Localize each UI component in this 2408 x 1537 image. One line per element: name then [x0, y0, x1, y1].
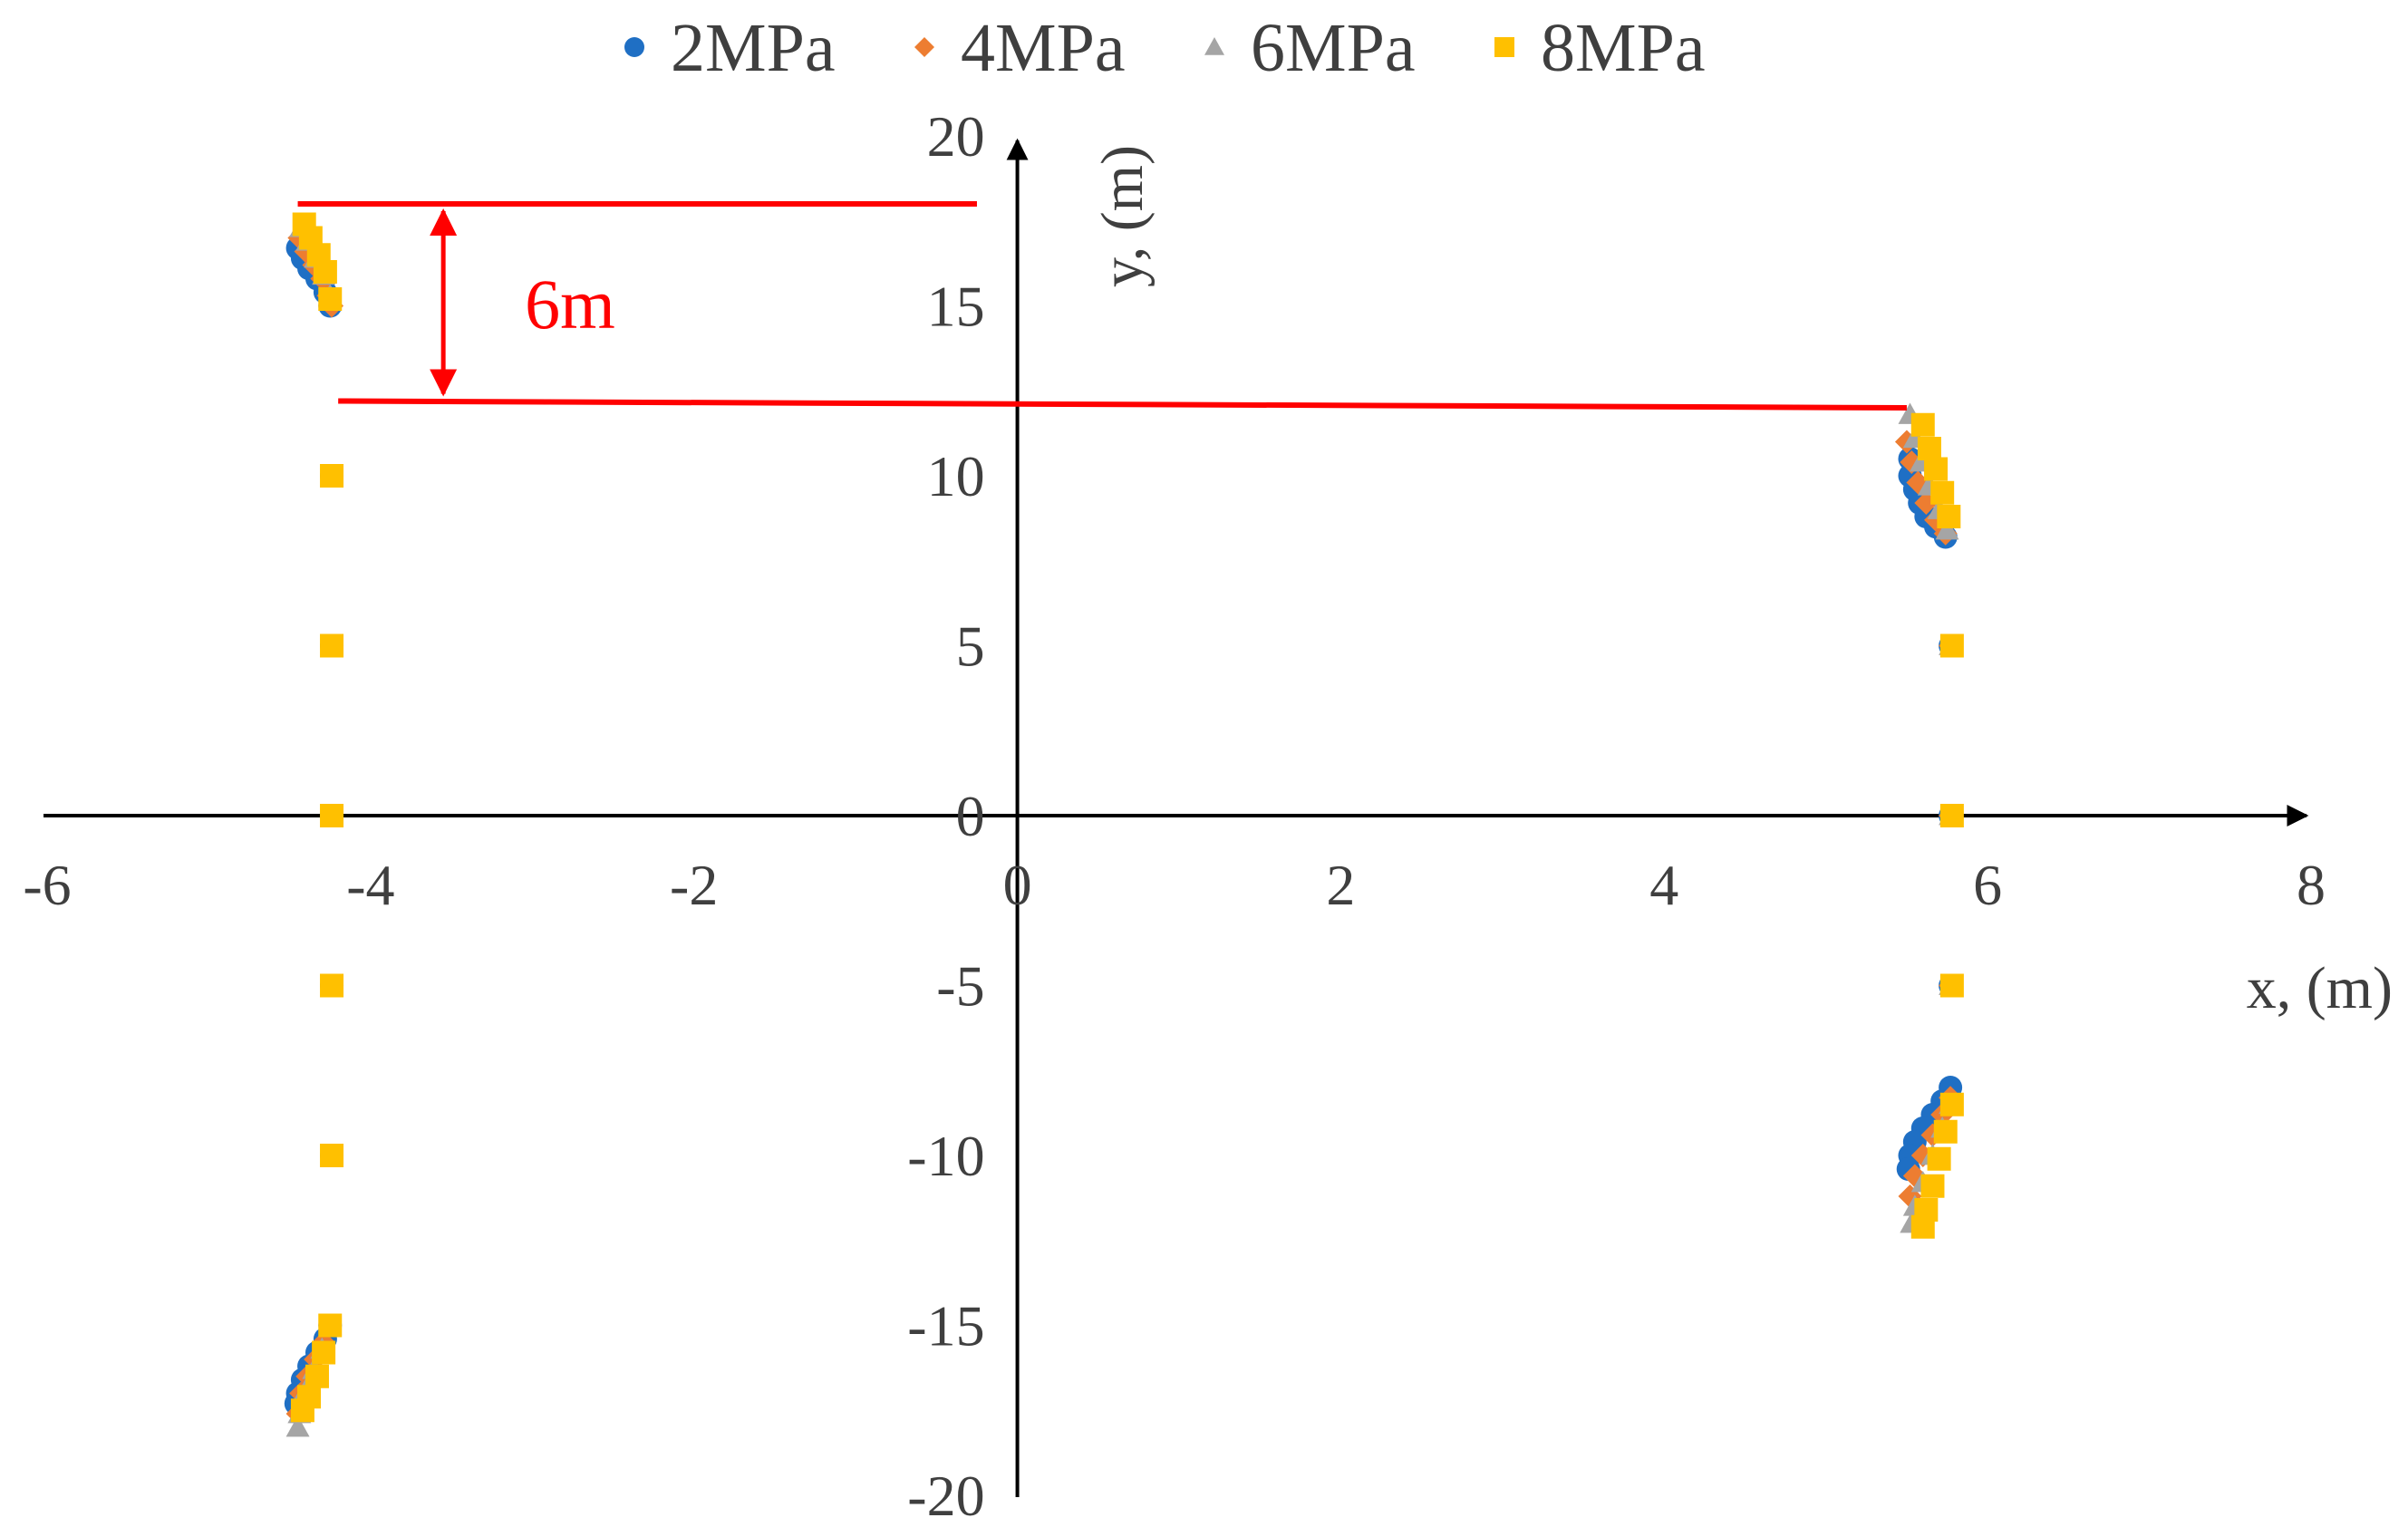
annotation-layer: 6m: [297, 201, 1907, 411]
y-tick-label: 5: [956, 614, 985, 679]
data-point: [1917, 437, 1941, 460]
x-tick-label: -4: [346, 853, 394, 917]
data-point: [320, 804, 344, 827]
data-point: [285, 1416, 310, 1437]
data-point: [1939, 973, 1964, 998]
x-tick-label: -2: [670, 853, 718, 917]
x-tick-label: 6: [1973, 853, 2002, 917]
x-tick-label: 0: [1003, 853, 1032, 917]
x-tick-label: 8: [2297, 853, 2326, 917]
data-point: [305, 1364, 329, 1388]
legend-label: 6MPa: [1251, 10, 1416, 86]
data-point: [1910, 412, 1935, 437]
data-point: [318, 1313, 343, 1338]
data-point: [313, 260, 337, 284]
data-point: [1930, 480, 1955, 505]
data-point: [1924, 457, 1949, 481]
legend-item: 6MPa: [1204, 10, 1416, 86]
y-tick-label: 10: [927, 444, 985, 508]
annotation-lower-line: [338, 398, 1907, 411]
legend-item: 8MPa: [1494, 10, 1706, 86]
data-point: [320, 633, 344, 658]
data-point: [290, 1398, 314, 1423]
series-layer: [284, 212, 1964, 1437]
y-tick-label: -20: [907, 1464, 984, 1528]
legend-item: 4MPa: [914, 10, 1126, 86]
series-2MPa: [284, 236, 1963, 1416]
data-point: [1937, 505, 1961, 528]
series-8MPa: [290, 212, 1964, 1423]
legend-marker: [624, 37, 644, 57]
legend-label: 4MPa: [961, 10, 1126, 86]
data-point: [1927, 1146, 1951, 1171]
series-6MPa: [285, 216, 1963, 1437]
x-tick-label: 4: [1649, 853, 1678, 917]
data-point: [320, 973, 344, 998]
x-tick-label: 2: [1326, 853, 1355, 917]
dimension-label: 6m: [525, 265, 615, 343]
y-tick-label: -15: [907, 1294, 984, 1358]
legend-label: 2MPa: [671, 10, 836, 86]
data-point: [320, 464, 344, 488]
dimension-annotation: 6m: [297, 201, 1907, 411]
y-tick-label: 0: [956, 784, 985, 848]
legend: 2MPa 4MPa 6MPa 8MPa: [624, 10, 1706, 86]
data-point: [1933, 1119, 1958, 1144]
data-point: [318, 287, 343, 311]
data-point: [1939, 633, 1964, 658]
y-tick-label: -5: [936, 954, 984, 1019]
legend-marker: [1494, 37, 1514, 57]
legend-marker: [914, 37, 934, 57]
y-tick-label: 15: [927, 275, 985, 339]
data-point: [1935, 518, 1959, 540]
x-axis-title: x, (m): [2247, 955, 2393, 1021]
x-tick-label: -6: [23, 853, 71, 917]
data-point: [1939, 1092, 1964, 1116]
y-tick-label: -10: [907, 1124, 984, 1188]
legend-marker: [1204, 37, 1224, 55]
data-point: [1939, 804, 1964, 827]
data-point: [312, 1340, 336, 1365]
data-point: [320, 1144, 344, 1167]
data-point: [1910, 1214, 1935, 1239]
legend-label: 8MPa: [1541, 10, 1706, 86]
legend-item: 2MPa: [624, 10, 836, 86]
y-axis-title: y, (m): [1089, 145, 1156, 287]
y-tick-label: 20: [927, 104, 985, 169]
axes: [44, 138, 2309, 1497]
data-point: [1920, 1174, 1945, 1198]
